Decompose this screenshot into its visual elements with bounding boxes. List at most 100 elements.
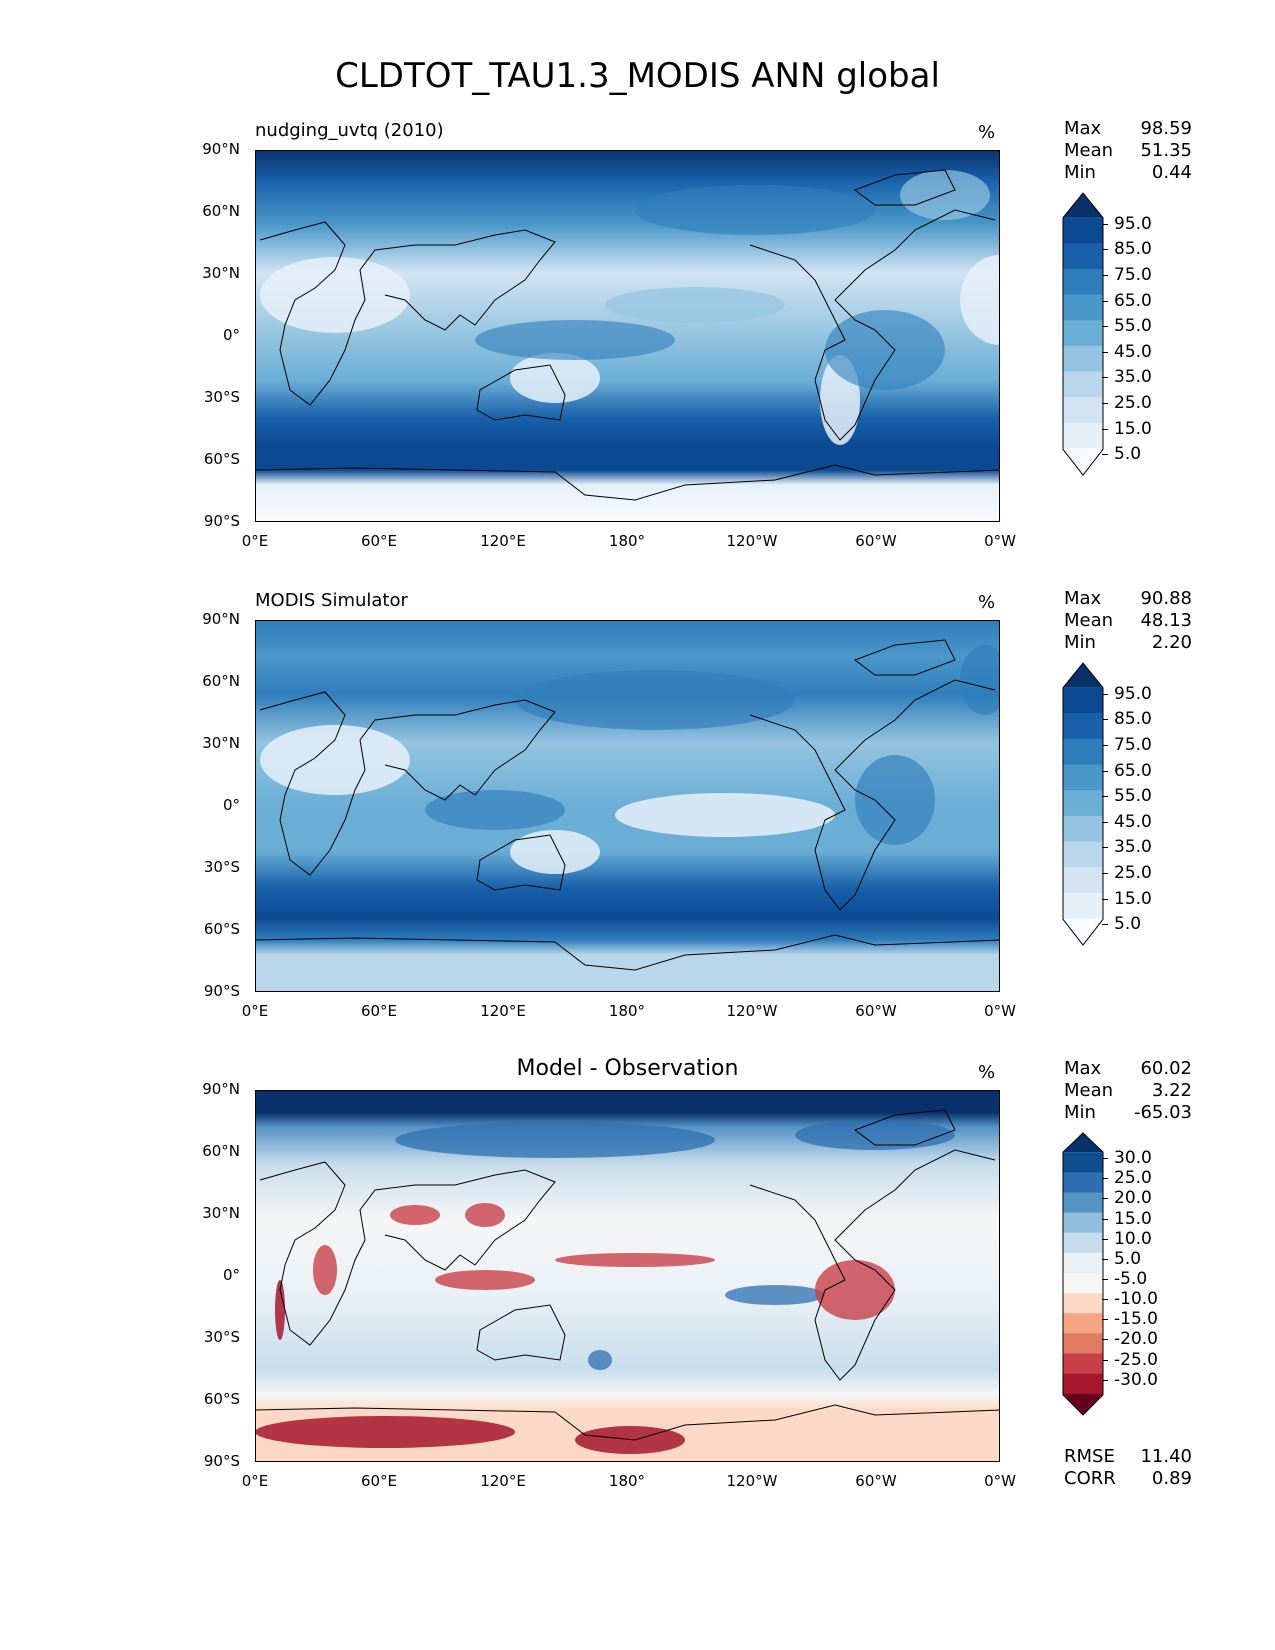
colorbar-tick-label: 5.0	[1114, 444, 1142, 465]
lat-tick: 60°S	[203, 450, 240, 468]
stat-max: Max 60.02	[1064, 1058, 1192, 1079]
colorbar-swatch	[1063, 687, 1103, 714]
stat-corr: CORR 0.89	[1064, 1468, 1192, 1489]
colorbar-swatch	[1063, 1333, 1103, 1355]
colorbar-graphic	[1062, 662, 1104, 946]
colorbar-tick-label: -15.0	[1114, 1309, 1158, 1330]
stat-mean: Mean 51.35	[1064, 140, 1192, 161]
stat-min: Min 2.20	[1064, 632, 1192, 653]
colorbar-swatch	[1063, 422, 1103, 449]
colorbar-tick	[1102, 744, 1108, 746]
colorbar-tick	[1102, 1379, 1108, 1381]
lon-tick: 120°W	[726, 1472, 778, 1490]
colorbar-tick	[1102, 249, 1108, 251]
lat-tick: 30°N	[202, 264, 240, 282]
colorbar-swatch	[1063, 371, 1103, 398]
colorbar-swatch	[1063, 268, 1103, 296]
colorbar-tick-label: 75.0	[1114, 264, 1152, 285]
lon-tick: 0°E	[241, 532, 269, 550]
lon-tick: 120°E	[480, 1002, 526, 1020]
stat-max: Max 90.88	[1064, 588, 1192, 609]
colorbar-tick-label: 15.0	[1114, 888, 1152, 909]
colorbar-swatch	[1063, 1212, 1103, 1234]
lat-tick: 30°S	[203, 1328, 240, 1346]
colorbar-outline	[1062, 192, 1104, 476]
colorbar-swatch	[1063, 1133, 1103, 1153]
colorbar-tick	[1102, 847, 1108, 849]
lon-tick: 120°W	[726, 1002, 778, 1020]
lon-tick: 0°W	[984, 1472, 1016, 1490]
colorbar-tick-label: 35.0	[1114, 367, 1152, 388]
stat-min: Min -65.03	[1064, 1102, 1192, 1123]
colorbar-swatch	[1063, 713, 1103, 740]
lon-tick: 180°	[608, 1472, 646, 1490]
colorbar-tick	[1102, 1258, 1108, 1260]
lon-tick: 60°E	[360, 1002, 398, 1020]
colorbar-tick	[1102, 454, 1108, 456]
panel-units: %	[978, 122, 996, 143]
colorbar-tick	[1102, 1238, 1108, 1240]
colorbar-tick	[1102, 1279, 1108, 1280]
colorbar-tick-label: 55.0	[1114, 316, 1152, 337]
lat-tick: 0°	[222, 796, 240, 814]
colorbar-tick	[1102, 719, 1108, 721]
colorbar-tick-label: 85.0	[1114, 709, 1152, 730]
colorbar	[1062, 662, 1104, 950]
colorbar-tick	[1102, 898, 1108, 900]
colorbar-swatch	[1063, 738, 1103, 766]
colorbar-tick	[1102, 770, 1108, 772]
stat-min: Min 0.44	[1064, 162, 1192, 183]
colorbar-tick	[1102, 1158, 1108, 1160]
lon-tick: 120°E	[480, 532, 526, 550]
colorbar-swatch	[1063, 663, 1103, 688]
panel-units: %	[978, 592, 996, 613]
colorbar-swatch	[1063, 448, 1103, 475]
colorbar-swatch	[1063, 1353, 1103, 1375]
colorbar-swatch	[1063, 815, 1103, 842]
colorbar-swatch	[1063, 1192, 1103, 1214]
stat-mean: Mean 3.22	[1064, 1080, 1192, 1101]
colorbar-tick	[1102, 1218, 1108, 1220]
colorbar-tick	[1102, 403, 1108, 405]
colorbar-tick	[1102, 377, 1108, 379]
colorbar-tick-label: 5.0	[1114, 914, 1142, 935]
lon-tick: 180°	[608, 532, 646, 550]
colorbar-swatch	[1063, 345, 1103, 372]
colorbar-swatch	[1063, 790, 1103, 817]
colorbar-tick-label: 85.0	[1114, 239, 1152, 260]
colorbar-tick	[1102, 1339, 1108, 1341]
lat-tick: 30°S	[203, 858, 240, 876]
colorbar-swatch	[1063, 1293, 1103, 1314]
lon-tick: 60°W	[855, 1002, 897, 1020]
colorbar-swatch	[1063, 841, 1103, 868]
colorbar-tick-label: 10.0	[1114, 1228, 1152, 1249]
lat-tick: 30°N	[202, 1204, 240, 1222]
colorbar-tick-label: -30.0	[1114, 1369, 1158, 1390]
colorbar-tick-label: 25.0	[1114, 1168, 1152, 1189]
colorbar-tick-label: 55.0	[1114, 786, 1152, 807]
lon-tick: 120°W	[726, 532, 778, 550]
stat-mean: Mean 48.13	[1064, 610, 1192, 631]
lon-tick: 0°E	[241, 1002, 269, 1020]
colorbar-tick	[1102, 1319, 1108, 1321]
lat-tick: 90°S	[203, 1452, 240, 1470]
colorbar-swatch	[1063, 1252, 1103, 1274]
colorbar-tick-label: 30.0	[1114, 1148, 1152, 1169]
colorbar-tick	[1102, 351, 1108, 353]
colorbar-tick	[1102, 223, 1108, 225]
lon-tick: 60°E	[360, 532, 398, 550]
colorbar	[1062, 192, 1104, 480]
colorbar-tick	[1102, 326, 1108, 328]
colorbar-tick	[1102, 300, 1108, 302]
map-difference	[255, 1090, 1000, 1462]
colorbar-tick	[1102, 428, 1108, 430]
colorbar-tick	[1102, 924, 1108, 926]
lat-tick: 30°S	[203, 388, 240, 406]
lat-tick: 60°N	[202, 672, 240, 690]
lat-tick: 60°S	[203, 920, 240, 938]
colorbar-swatch	[1063, 1393, 1103, 1415]
lon-tick: 60°W	[855, 532, 897, 550]
colorbar-tick-label: -20.0	[1114, 1329, 1158, 1350]
lat-tick: 60°N	[202, 1142, 240, 1160]
colorbar-tick-label: 65.0	[1114, 760, 1152, 781]
